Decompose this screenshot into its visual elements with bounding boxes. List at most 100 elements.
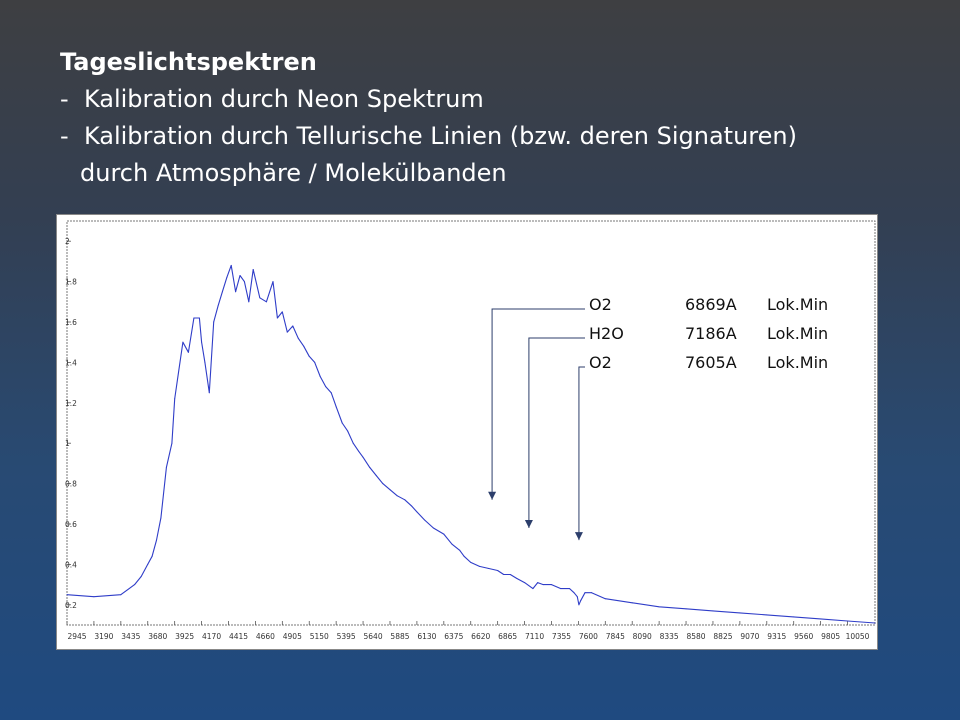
spectrum-point	[542, 584, 544, 586]
spectrum-point	[591, 592, 593, 594]
spectrum-point	[389, 489, 391, 491]
spectrum-point	[516, 578, 518, 580]
x-tick-label: 8580	[686, 632, 705, 641]
spectrum-point	[604, 598, 606, 600]
spectrum-point	[239, 275, 241, 277]
spectrum-point	[369, 466, 371, 468]
x-tick-label: 6130	[417, 632, 436, 641]
spectrum-point	[198, 317, 200, 319]
annotation-label: Lok.Min	[767, 353, 828, 372]
spectrum-point	[532, 588, 534, 590]
spectrum-point	[766, 614, 768, 616]
x-tick-label: 7845	[606, 632, 625, 641]
x-tick-label: 5885	[390, 632, 409, 641]
annotation-arrow-line	[578, 366, 585, 541]
spectrum-point	[576, 596, 578, 598]
x-tick-label: 9560	[794, 632, 813, 641]
spectrum-point	[375, 475, 377, 477]
spectrum-point	[171, 442, 173, 444]
spectrum-point	[382, 483, 384, 485]
spectrum-point	[151, 555, 153, 557]
spectrum-point	[410, 505, 412, 507]
spectrum-point	[230, 264, 232, 266]
x-tick-label: 8090	[633, 632, 652, 641]
spectrum-point	[147, 563, 149, 565]
spectrum-point	[416, 511, 418, 513]
spectrum-point	[443, 533, 445, 535]
y-tick-label: 0.8	[65, 480, 77, 489]
spectrum-point	[497, 569, 499, 571]
spectrum-point	[165, 466, 167, 468]
spectrum-point	[451, 543, 453, 545]
spectrum-point	[276, 317, 278, 319]
x-tick-label: 3925	[175, 632, 194, 641]
spectrum-point	[140, 576, 142, 578]
spectrum-point	[580, 600, 582, 602]
spectrum-point	[156, 539, 158, 541]
spectrum-chart: 0.2 0.4 0.6 0.8 1 1.2 1.4 1.6 1.8 2 2945 3190 3435 36…	[56, 214, 878, 650]
spectrum-series-line	[66, 264, 876, 624]
spectrum-point	[201, 341, 203, 343]
spectrum-point	[213, 321, 215, 323]
spectrum-point	[120, 594, 122, 596]
x-tick-label: 10050	[846, 632, 870, 641]
annotation-arrowhead	[524, 520, 533, 529]
spectrum-point	[487, 567, 489, 569]
x-tick-label: 8335	[660, 632, 679, 641]
spectrum-point	[874, 622, 876, 624]
spectrum-point	[217, 305, 219, 307]
spectrum-point	[330, 392, 332, 394]
spectrum-point	[404, 499, 406, 501]
annotation-arrow-line	[491, 308, 585, 500]
spectrum-point	[584, 592, 586, 594]
spectrum-point	[459, 549, 461, 551]
bullet-dash: -	[60, 85, 69, 113]
plot-frame	[66, 220, 876, 626]
x-tick-label: 9805	[821, 632, 840, 641]
spectrum-point	[259, 297, 261, 299]
y-tick-label: 2	[65, 237, 70, 246]
spectrum-point	[208, 392, 210, 394]
spectrum-point	[685, 608, 687, 610]
spectrum-point	[569, 588, 571, 590]
x-tick-label: 3190	[94, 632, 113, 641]
spectrum-point	[463, 555, 465, 557]
spectrum-point	[793, 616, 795, 618]
spectrum-point	[847, 620, 849, 622]
spectrum-point	[550, 584, 552, 586]
slide-text: Tageslichtspektren - Kalibration durch N…	[60, 44, 797, 192]
spectrum-point	[235, 291, 237, 293]
spectrum-point	[820, 618, 822, 620]
spectrum-point	[560, 588, 562, 590]
spectrum-point	[252, 268, 254, 270]
spectrum-point	[308, 355, 310, 357]
y-tick-label: 1.2	[65, 399, 77, 408]
spectrum-point	[187, 351, 189, 353]
x-tick-label: 6620	[471, 632, 490, 641]
spectrum-point	[396, 495, 398, 497]
spectrum-point	[470, 561, 472, 563]
x-tick-label: 5150	[310, 632, 329, 641]
spectrum-point	[248, 301, 250, 303]
x-tick-label: 5640	[364, 632, 383, 641]
spectrum-point	[712, 610, 714, 612]
spectrum-point	[66, 594, 68, 596]
y-tick-label: 0.6	[65, 520, 77, 529]
bullet-text: Kalibration durch Neon Spektrum	[83, 85, 484, 113]
y-tick-label: 0.4	[65, 560, 77, 569]
bullet-text: Kalibration durch Tellurische Linien (bz…	[83, 122, 797, 150]
x-tick-label: 3435	[121, 632, 140, 641]
spectrum-point	[341, 422, 343, 424]
spectrum-point	[193, 317, 195, 319]
x-tick-label: 7600	[579, 632, 598, 641]
bullet-dash: -	[60, 122, 69, 150]
spectrum-point	[739, 612, 741, 614]
x-tick-label: 6865	[498, 632, 517, 641]
spectrum-point	[503, 574, 505, 575]
spectrum-point	[178, 372, 180, 373]
spectrum-point	[182, 341, 184, 343]
spectrum-point	[93, 596, 95, 598]
spectrum-point	[243, 281, 245, 283]
spectrum-point	[204, 361, 206, 363]
x-tick-label: 9070	[740, 632, 759, 641]
